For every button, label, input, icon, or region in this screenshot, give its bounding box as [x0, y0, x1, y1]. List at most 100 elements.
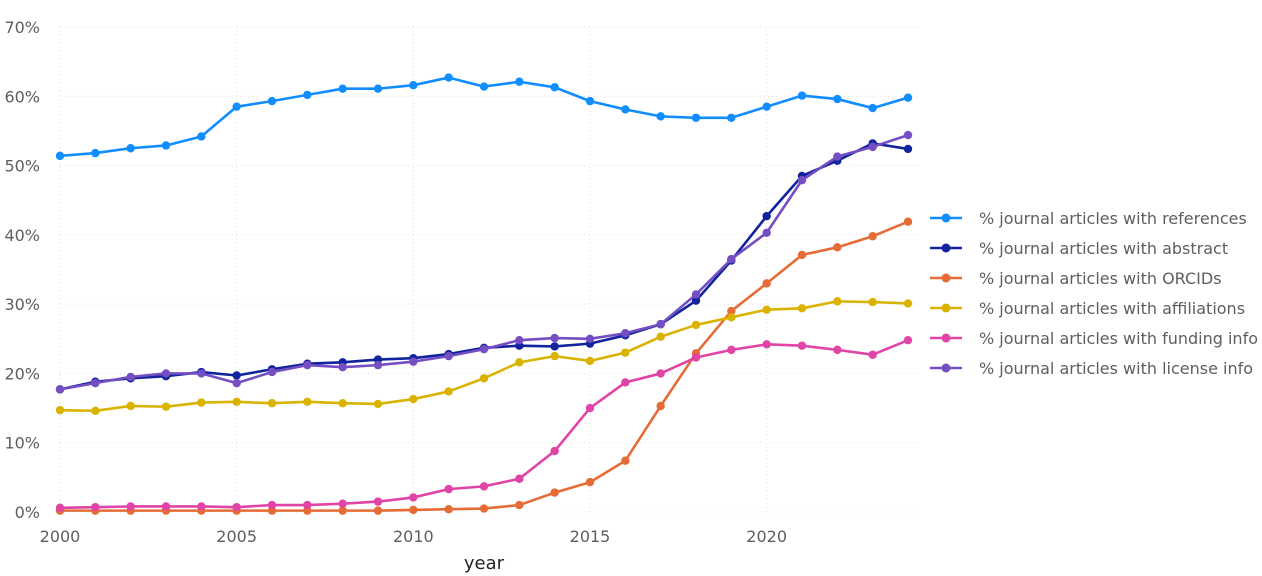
data-point[interactable]: [373, 497, 383, 506]
data-point[interactable]: [338, 84, 347, 93]
data-point[interactable]: [232, 102, 241, 111]
data-point[interactable]: [515, 474, 524, 483]
legend-item[interactable]: % journal articles with abstract: [930, 239, 1228, 258]
data-point[interactable]: [621, 329, 630, 338]
data-point[interactable]: [727, 113, 736, 122]
data-point[interactable]: [232, 502, 241, 512]
data-point[interactable]: [621, 348, 630, 357]
data-point[interactable]: [833, 345, 842, 355]
data-point[interactable]: [515, 500, 524, 510]
data-point[interactable]: [373, 360, 383, 370]
data-point[interactable]: [91, 406, 100, 416]
data-point[interactable]: [479, 504, 489, 513]
data-point[interactable]: [409, 357, 418, 366]
data-point[interactable]: [303, 500, 312, 510]
data-point[interactable]: [338, 506, 347, 515]
legend-item[interactable]: % journal articles with license info: [930, 359, 1253, 378]
data-point[interactable]: [338, 499, 347, 508]
data-point[interactable]: [585, 334, 595, 343]
data-point[interactable]: [585, 403, 595, 413]
data-point[interactable]: [903, 299, 913, 308]
data-point[interactable]: [303, 397, 312, 407]
data-point[interactable]: [868, 232, 877, 241]
data-point[interactable]: [727, 345, 736, 355]
data-point[interactable]: [691, 113, 701, 122]
data-point[interactable]: [903, 335, 913, 345]
data-point[interactable]: [55, 385, 65, 394]
data-point[interactable]: [762, 305, 771, 314]
data-point[interactable]: [373, 399, 383, 409]
data-point[interactable]: [762, 102, 771, 111]
data-point[interactable]: [550, 333, 559, 343]
data-point[interactable]: [691, 296, 701, 305]
data-point[interactable]: [691, 290, 701, 299]
data-point[interactable]: [232, 397, 241, 407]
data-point[interactable]: [903, 217, 913, 226]
data-point[interactable]: [444, 73, 453, 82]
data-point[interactable]: [161, 502, 171, 511]
data-point[interactable]: [868, 297, 877, 307]
data-point[interactable]: [479, 374, 489, 383]
data-point[interactable]: [161, 369, 171, 378]
data-point[interactable]: [833, 243, 842, 252]
data-point[interactable]: [727, 254, 736, 264]
data-point[interactable]: [762, 228, 771, 237]
data-point[interactable]: [727, 306, 736, 316]
data-point[interactable]: [126, 502, 135, 511]
data-point[interactable]: [656, 369, 665, 378]
data-point[interactable]: [373, 506, 383, 515]
data-point[interactable]: [868, 103, 877, 113]
data-point[interactable]: [303, 90, 312, 100]
data-point[interactable]: [621, 105, 630, 114]
data-point[interactable]: [621, 378, 630, 387]
data-point[interactable]: [762, 211, 771, 221]
data-point[interactable]: [550, 446, 559, 456]
data-point[interactable]: [515, 335, 524, 345]
data-point[interactable]: [267, 399, 277, 408]
data-point[interactable]: [515, 358, 524, 367]
data-point[interactable]: [303, 360, 312, 370]
data-point[interactable]: [727, 313, 736, 322]
data-point[interactable]: [797, 341, 807, 350]
data-point[interactable]: [797, 175, 807, 185]
data-point[interactable]: [797, 91, 807, 100]
data-point[interactable]: [338, 362, 347, 372]
data-point[interactable]: [550, 488, 559, 497]
data-point[interactable]: [267, 500, 277, 510]
data-point[interactable]: [550, 351, 559, 361]
data-point[interactable]: [197, 369, 206, 378]
data-point[interactable]: [479, 344, 489, 354]
data-point[interactable]: [550, 342, 559, 351]
data-point[interactable]: [903, 130, 913, 140]
data-point[interactable]: [197, 132, 206, 141]
data-point[interactable]: [656, 320, 665, 329]
data-point[interactable]: [338, 399, 347, 408]
data-point[interactable]: [232, 371, 241, 380]
data-point[interactable]: [762, 279, 771, 288]
data-point[interactable]: [161, 402, 171, 411]
data-point[interactable]: [585, 478, 595, 487]
data-point[interactable]: [91, 502, 100, 512]
data-point[interactable]: [833, 94, 842, 104]
data-point[interactable]: [444, 484, 453, 494]
data-point[interactable]: [91, 378, 100, 388]
data-point[interactable]: [903, 144, 913, 154]
data-point[interactable]: [479, 82, 489, 91]
data-point[interactable]: [479, 482, 489, 491]
data-point[interactable]: [373, 84, 383, 93]
data-point[interactable]: [267, 96, 277, 106]
legend-item[interactable]: % journal articles with funding info: [930, 329, 1258, 348]
data-point[interactable]: [691, 320, 701, 330]
legend-item[interactable]: % journal articles with references: [930, 209, 1247, 228]
data-point[interactable]: [868, 350, 877, 359]
data-point[interactable]: [55, 151, 65, 161]
data-point[interactable]: [55, 503, 65, 513]
data-point[interactable]: [409, 81, 418, 90]
data-point[interactable]: [656, 332, 665, 341]
data-point[interactable]: [409, 394, 418, 404]
data-point[interactable]: [797, 250, 807, 260]
data-point[interactable]: [550, 83, 559, 92]
data-point[interactable]: [409, 493, 418, 502]
data-point[interactable]: [621, 456, 630, 465]
data-point[interactable]: [585, 356, 595, 366]
